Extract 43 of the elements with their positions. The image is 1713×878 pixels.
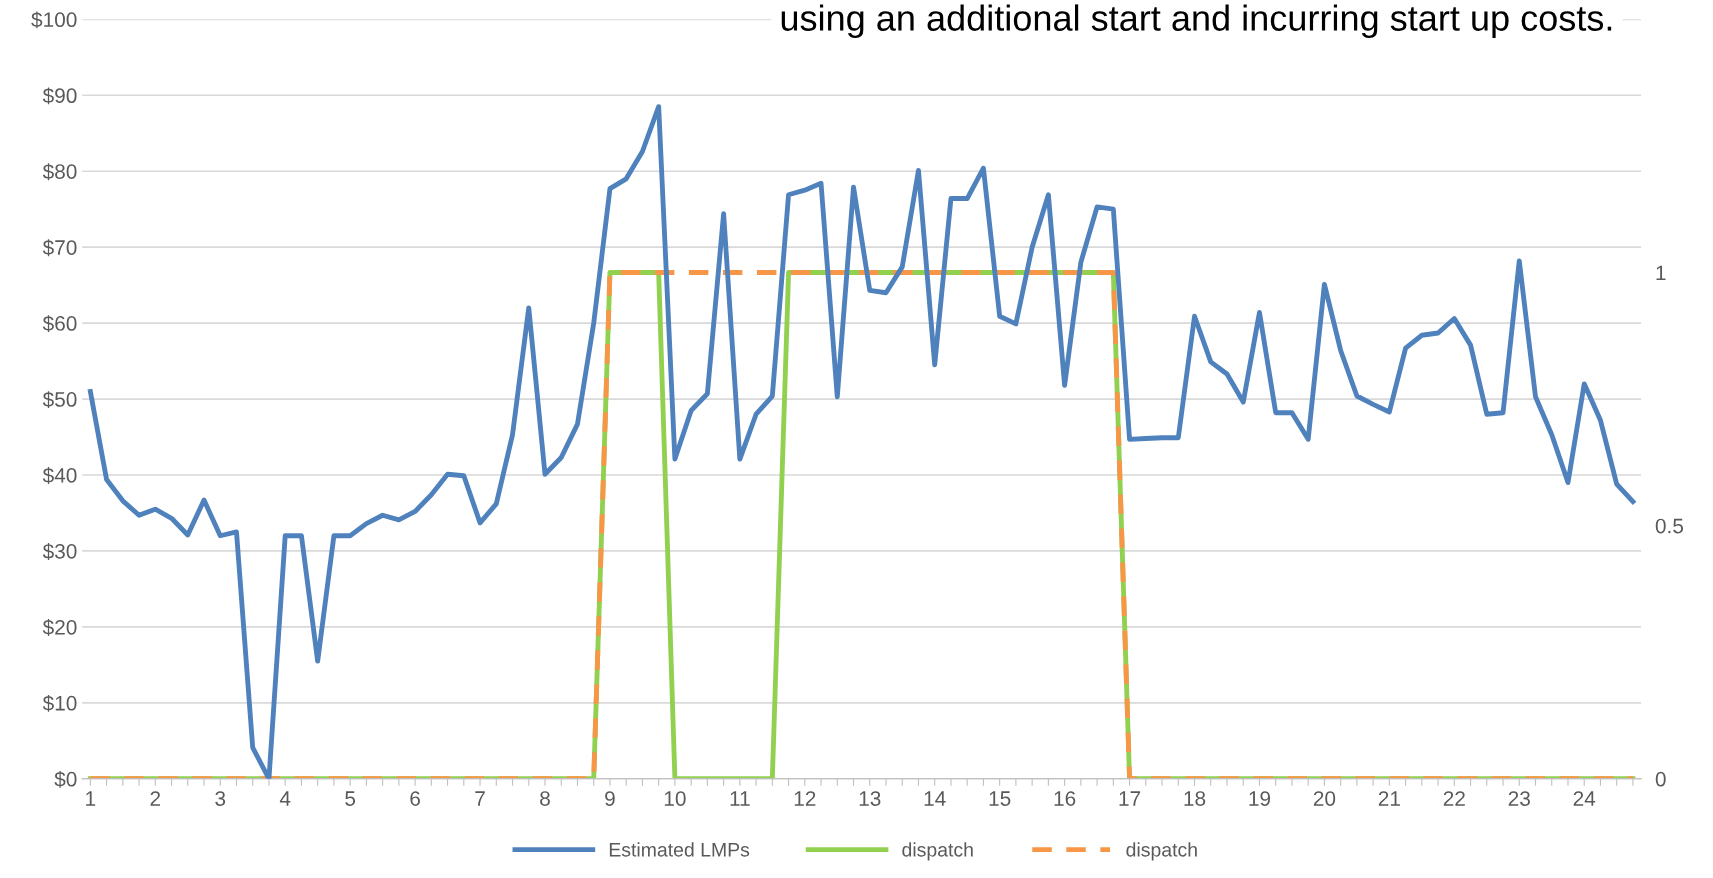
y-tick-label: $70 [42,239,77,257]
y2-tick-label: 0 [1655,771,1666,787]
legend-label: dispatch [902,842,973,861]
y-tick-label: $0 [54,770,77,788]
legend-label: Estimated LMPs [609,842,750,857]
x-tick-label: 8 [540,791,550,806]
x-tick-label: 16 [1054,791,1076,806]
y-tick-label: $10 [42,694,77,712]
y-tick-label: $90 [42,87,77,105]
y-tick-label: $20 [42,619,77,636]
x-tick-label: 3 [215,791,226,806]
x-tick-label: 13 [859,791,881,806]
x-tick-label: 24 [1573,791,1596,806]
x-tick-label: 20 [1313,791,1336,806]
y2-tick-label: 0.5 [1655,518,1684,534]
x-tick-label: 12 [794,791,816,806]
x-tick-label: 10 [664,791,686,806]
x-tick-label: 11 [730,791,750,806]
x-tick-label: 19 [1249,791,1271,806]
y2-tick-label: 1 [1656,265,1666,281]
x-tick-label: 14 [924,791,946,806]
x-tick-label: 21 [1378,791,1400,806]
x-tick-label: 6 [410,791,420,806]
legend-label: dispatch [1126,842,1197,861]
x-tick-label: 15 [989,791,1011,806]
y-tick-label: $80 [42,163,77,181]
x-tick-label: 18 [1184,791,1206,806]
x-tick-label: 23 [1508,791,1530,806]
y-tick-label: $100 [31,11,77,29]
y-tick-label: $30 [42,543,77,560]
x-tick-label: 22 [1443,791,1465,806]
x-tick-label: 4 [279,791,291,806]
x-tick-label: 9 [605,791,615,806]
line-series [87,104,1636,779]
annotation: using an additional start and incurring start up costs. [781,4,1612,39]
x-tick-label: 2 [150,791,161,806]
y-tick-label: $40 [42,467,77,484]
y-tick-label: $60 [42,315,77,333]
x-tick-label: 17 [1119,791,1141,806]
x-tick-label: 1 [86,791,96,806]
x-tick-label: 5 [345,791,356,806]
x-tick-label: 7 [475,791,485,806]
y-tick-label: $50 [42,391,77,409]
